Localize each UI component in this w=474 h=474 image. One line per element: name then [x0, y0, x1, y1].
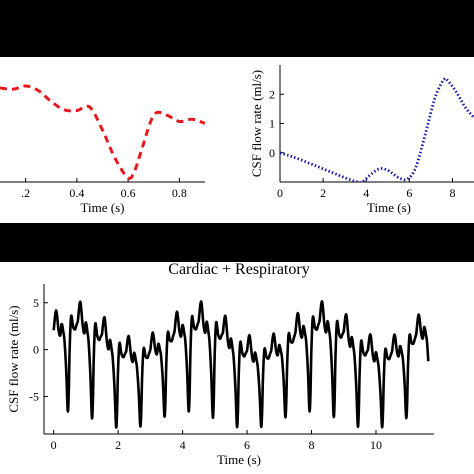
cardiac-chart: .2 0.4 0.6 0.8 Time (s)	[0, 84, 205, 215]
bottom-panel: 0 2 4 6 8 10 -5 0 5 Time (s) CSF flow rate (ml/s) C…	[0, 262, 474, 474]
x-axis-label: Time (s)	[367, 200, 411, 215]
series-line	[52, 300, 430, 429]
x-tick-label: 8	[309, 438, 315, 452]
y-tick-label: 0	[33, 343, 39, 357]
x-tick-label: 6	[406, 186, 412, 200]
x-tick-label: 4	[180, 438, 186, 452]
x-tick-label: 2	[320, 186, 326, 200]
x-tick-label: 4	[363, 186, 369, 200]
cardiac-respiratory-chart: 0 2 4 6 8 10 -5 0 5 Time (s) CSF flow rate (ml/s) C…	[6, 262, 434, 467]
x-tick-label: 10	[370, 438, 382, 452]
y-axis-label: CSF flow rate (ml/s)	[249, 70, 264, 177]
y-tick-label: 0	[269, 146, 275, 160]
x-tick-label: 6	[244, 438, 250, 452]
top-panel: .2 0.4 0.6 0.8 Time (s) 0 2 4 6 8 0 1 2 Time (s) CSF …	[0, 57, 474, 223]
x-tick-label: 8	[449, 186, 455, 200]
y-axis-label: CSF flow rate (ml/s)	[6, 305, 21, 412]
x-tick-label: 0	[277, 186, 283, 200]
x-tick-label: .2	[21, 186, 30, 200]
y-tick-label: -5	[29, 390, 39, 404]
bottom-chart-svg: 0 2 4 6 8 10 -5 0 5 Time (s) CSF flow rate (ml/s) C…	[6, 262, 434, 467]
x-tick-label: 0.6	[121, 186, 136, 200]
x-tick-label: 0.8	[172, 186, 187, 200]
y-tick-label: 5	[33, 296, 39, 310]
x-axis-label: Time (s)	[81, 200, 125, 215]
respiratory-chart: 0 2 4 6 8 0 1 2 Time (s) CSF flow rate (ml/s)	[249, 65, 474, 215]
top-charts-svg: .2 0.4 0.6 0.8 Time (s) 0 2 4 6 8 0 1 2 Time (s) CSF …	[0, 65, 474, 215]
x-tick-label: 0	[51, 438, 57, 452]
series-line	[280, 76, 474, 182]
x-tick-label: 2	[115, 438, 121, 452]
chart-title: Cardiac + Respiratory	[168, 262, 309, 278]
x-axis-label: Time (s)	[217, 452, 261, 467]
x-tick-label: 0.4	[69, 186, 84, 200]
series-line	[0, 84, 205, 180]
y-tick-label: 1	[269, 117, 275, 131]
y-tick-label: 2	[269, 87, 275, 101]
